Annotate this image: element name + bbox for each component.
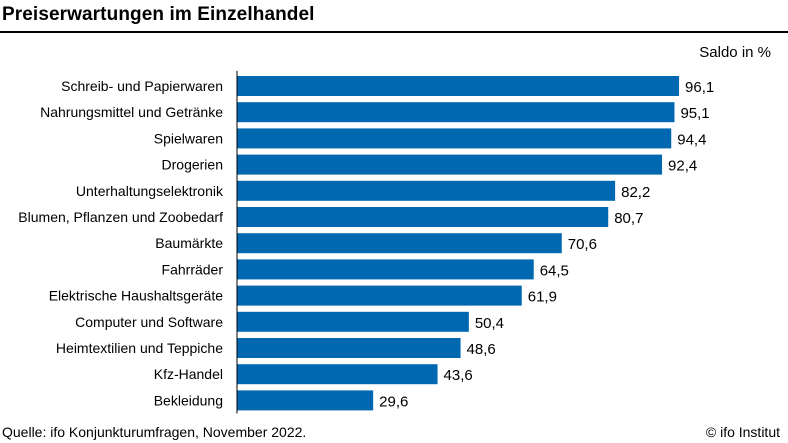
category-label: Baumärkte [155, 235, 223, 251]
value-label: 94,4 [677, 131, 706, 148]
bar-10 [237, 311, 469, 332]
source-note: Quelle: ifo Konjunkturumfragen, November… [2, 424, 307, 440]
category-label: Blumen, Pflanzen und Zoobedarf [18, 209, 223, 225]
value-label: 92,4 [668, 158, 697, 175]
value-label: 29,6 [379, 393, 408, 410]
bar-6 [237, 207, 609, 227]
chart-title: Preiserwartungen im Einzelhandel [2, 4, 315, 25]
bar-13 [237, 390, 374, 411]
category-label: Nahrungsmittel und Getränke [40, 104, 223, 120]
value-label: 95,1 [680, 105, 709, 122]
copyright-note: © ifo Institut [705, 424, 780, 440]
value-label: 64,5 [540, 262, 569, 279]
category-label: Fahrräder [162, 261, 224, 277]
bar-2 [237, 102, 675, 123]
value-label: 61,9 [528, 289, 557, 306]
category-label: Bekleidung [154, 392, 223, 408]
category-label: Kfz-Handel [154, 366, 223, 382]
bar-3 [237, 128, 672, 149]
category-label: Spielwaren [154, 130, 223, 146]
bar-9 [237, 285, 522, 306]
bar-12 [237, 364, 438, 385]
value-label: 50,4 [475, 315, 504, 332]
category-label: Computer und Software [75, 314, 223, 330]
title-rule [0, 31, 788, 33]
value-label: 43,6 [444, 367, 473, 384]
category-label: Schreib- und Papierwaren [61, 78, 223, 94]
value-label: 70,6 [568, 236, 597, 253]
value-label: 48,6 [467, 341, 496, 358]
value-label: 82,2 [621, 184, 650, 201]
bar-8 [237, 259, 534, 280]
bar-7 [237, 233, 562, 254]
category-label: Unterhaltungselektronik [76, 183, 224, 199]
category-label: Heimtextilien und Teppiche [56, 340, 223, 356]
bar-5 [237, 180, 616, 201]
category-label: Drogerien [162, 157, 223, 173]
bar-4 [237, 154, 663, 175]
category-label: Elektrische Haushaltsgeräte [49, 288, 224, 304]
value-label: 80,7 [614, 210, 643, 227]
unit-label: Saldo in % [699, 44, 771, 61]
bar-11 [237, 338, 461, 358]
bar-1 [237, 76, 680, 96]
value-label: 96,1 [685, 79, 714, 96]
